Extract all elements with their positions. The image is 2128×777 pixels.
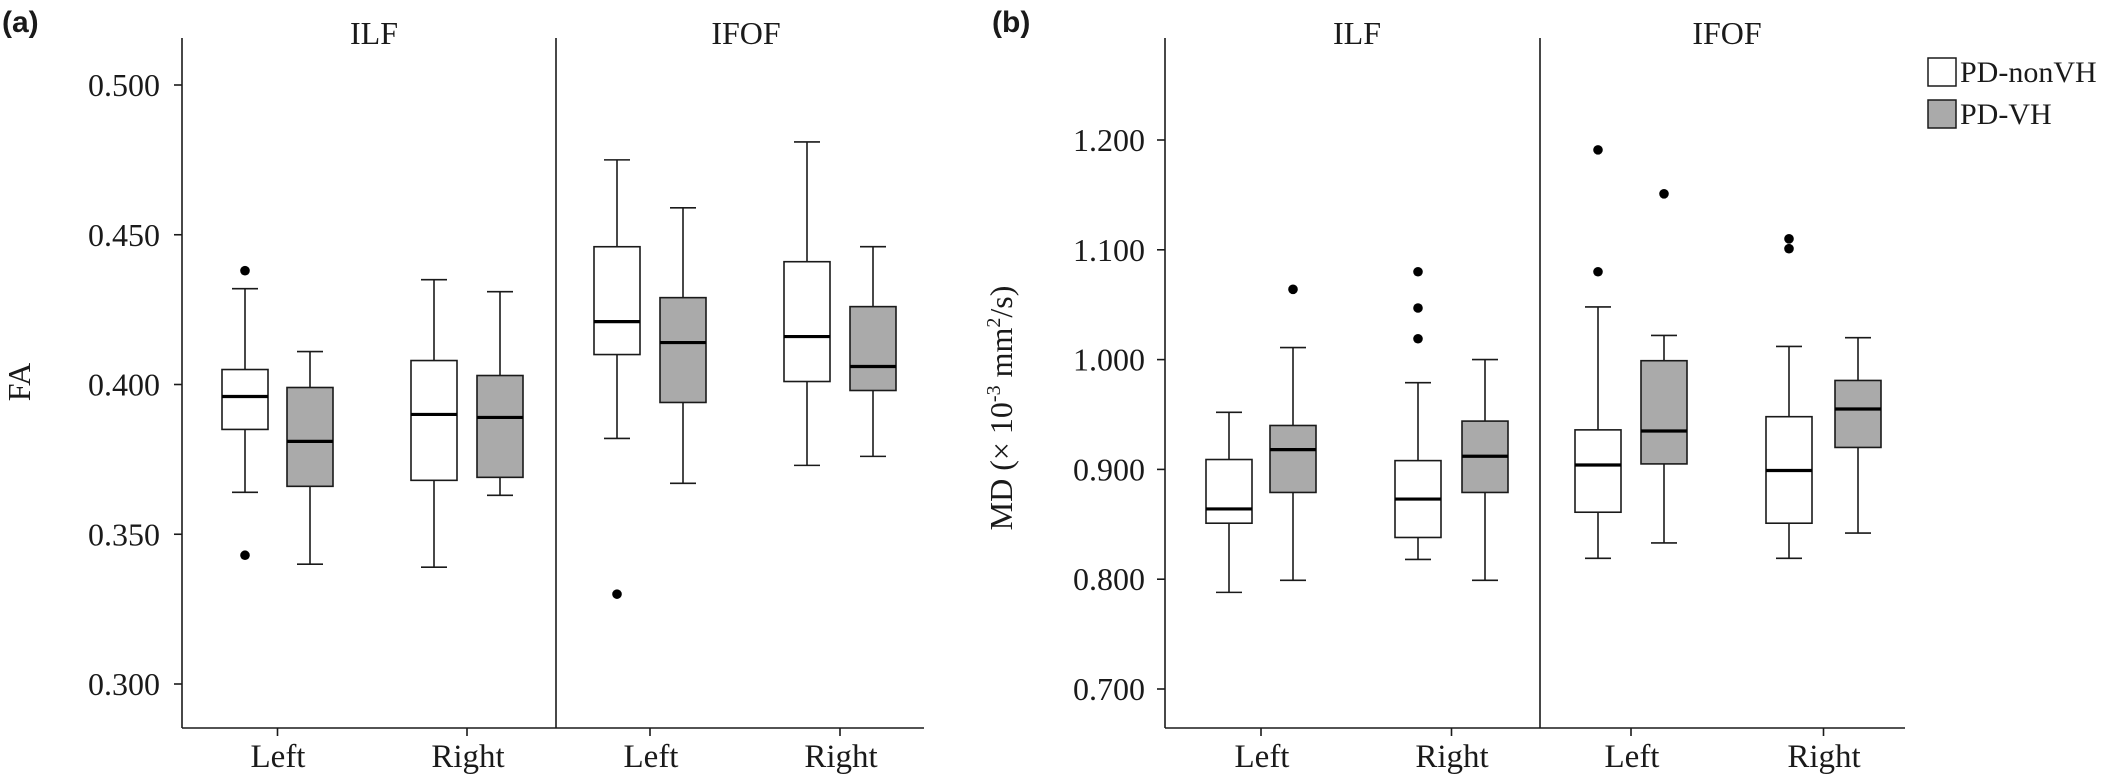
- panel-b-group-ifof: IFOF: [1692, 15, 1761, 51]
- panel-a-ytick-label: 0.500: [88, 67, 160, 103]
- iqr-box: [783, 260, 831, 383]
- iqr-box: [410, 359, 458, 482]
- outlier-point: [1784, 234, 1794, 244]
- panel-b-box-pd-vh-ifof-left: [1640, 189, 1688, 544]
- panel-a-ylabel: FA: [1, 363, 37, 402]
- iqr-box: [476, 374, 524, 479]
- panel-a-box-pd-nonvh-ilf-left: [221, 265, 269, 561]
- panel-b-box-pd-vh-ifof-right: [1834, 336, 1882, 534]
- outlier-point: [1413, 266, 1423, 277]
- panel-b-ytick-label: 0.800: [1073, 561, 1145, 597]
- panel-a-fa: (a) FA ILF IFOF Left Right Left Right 0.…: [1, 6, 924, 775]
- legend-label-pd-nonvh: PD-nonVH: [1960, 56, 2097, 89]
- panel-a-box-pd-nonvh-ifof-right: [783, 141, 831, 467]
- panel-b-xcat-ifof-left: Left: [1605, 739, 1660, 775]
- iqr-box: [1640, 359, 1688, 465]
- outlier-point: [1593, 145, 1603, 155]
- legend-label-pd-vh: PD-VH: [1960, 98, 2052, 131]
- panel-b-box-pd-vh-ilf-right: [1461, 358, 1509, 582]
- legend: PD-nonVH PD-VH: [1927, 56, 2097, 131]
- legend-swatch-pd-vh: [1927, 99, 1957, 129]
- panel-b-xcat-ilf-left: Left: [1235, 739, 1290, 775]
- panel-a-ytick-label: 0.300: [88, 666, 160, 702]
- outlier-point: [240, 550, 250, 561]
- iqr-box: [286, 386, 334, 488]
- outlier-point: [1659, 189, 1669, 199]
- outlier-point: [612, 589, 622, 599]
- panel-b-box-pd-nonvh-ifof-left: [1574, 145, 1622, 560]
- outlier-point: [1413, 333, 1423, 344]
- panel-a-box-pd-vh-ifof-right: [849, 245, 897, 458]
- panel-b-box-pd-nonvh-ilf-right: [1394, 266, 1442, 561]
- panel-a-letter: (a): [2, 6, 39, 39]
- panel-a-ytick-label: 0.350: [88, 516, 160, 552]
- panel-a-xcat-ilf-right: Right: [431, 739, 504, 775]
- iqr-box: [221, 368, 269, 431]
- panel-a-group-ilf: ILF: [350, 15, 398, 51]
- legend-swatch-pd-nonvh: [1927, 57, 1957, 87]
- panel-b-ytick-label: 1.200: [1073, 122, 1145, 158]
- panel-b-box-pd-nonvh-ilf-left: [1205, 411, 1253, 594]
- outlier-point: [1413, 303, 1423, 313]
- panel-b-ytick-label: 1.100: [1073, 232, 1145, 268]
- panel-a-group-ifof: IFOF: [711, 15, 780, 51]
- iqr-box: [1834, 379, 1882, 449]
- panel-a-box-pd-vh-ilf-left: [286, 350, 334, 566]
- panel-b-ytick-label: 0.900: [1073, 451, 1145, 487]
- panel-a-box-pd-nonvh-ilf-right: [410, 278, 458, 568]
- panel-a-xcat-ifof-left: Left: [624, 739, 679, 775]
- panel-b-xcat-ilf-right: Right: [1415, 739, 1488, 775]
- outlier-point: [1593, 266, 1603, 277]
- outlier-point: [1288, 284, 1298, 295]
- panel-b-box-pd-nonvh-ifof-right: [1765, 234, 1813, 560]
- panel-a-ytick-label: 0.450: [88, 217, 160, 253]
- panel-b-letter: (b): [992, 6, 1030, 39]
- panel-a-ytick-label: 0.400: [88, 367, 160, 403]
- panel-b-group-ilf: ILF: [1333, 15, 1381, 51]
- iqr-box: [1205, 458, 1253, 525]
- panel-a-xcat-ilf-left: Left: [251, 739, 306, 775]
- panel-b-ytick-label: 1.000: [1073, 342, 1145, 378]
- iqr-box: [1574, 429, 1622, 514]
- panel-b-box-pd-vh-ilf-left: [1269, 284, 1317, 582]
- panel-a-box-pd-nonvh-ifof-left: [593, 159, 641, 599]
- panel-a-xcat-ifof-right: Right: [804, 739, 877, 775]
- panel-b-md: (b) MD (× 10-3 mm2/s) ILF IFOF Left Righ…: [983, 6, 1905, 775]
- outlier-point: [1784, 243, 1794, 254]
- iqr-box: [849, 305, 897, 392]
- panel-b-ylabel: MD (× 10-3 mm2/s): [983, 286, 1019, 531]
- iqr-box: [659, 296, 707, 404]
- iqr-box: [1269, 424, 1317, 494]
- outlier-point: [240, 265, 250, 276]
- panel-b-xcat-ifof-right: Right: [1787, 739, 1860, 775]
- panel-a-box-pd-vh-ilf-right: [476, 290, 524, 497]
- panel-b-ytick-label: 0.700: [1073, 671, 1145, 707]
- iqr-box: [593, 245, 641, 356]
- panel-a-box-pd-vh-ifof-left: [659, 206, 707, 485]
